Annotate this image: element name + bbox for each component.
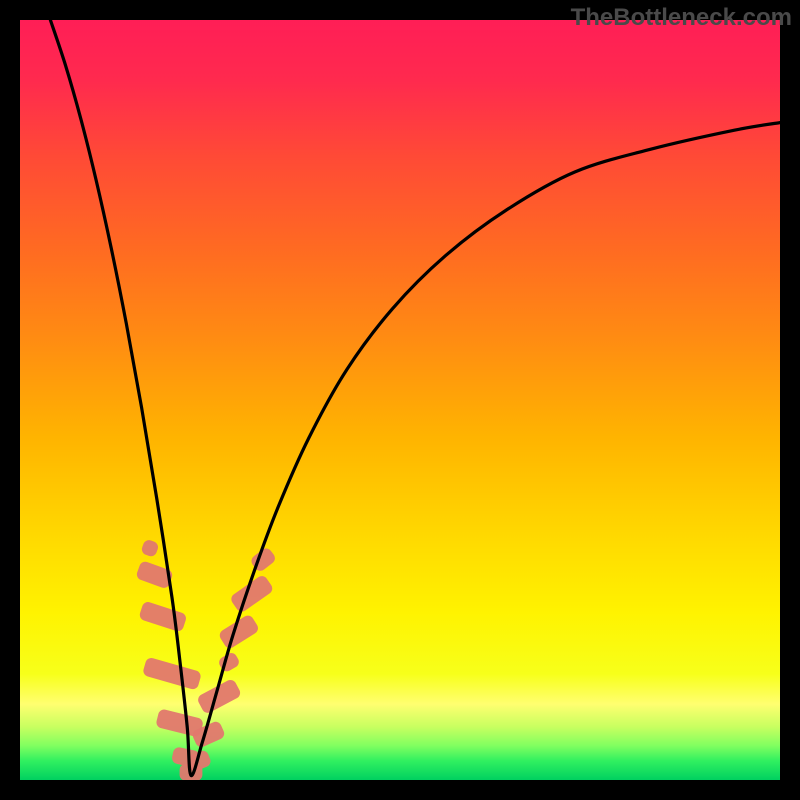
watermark-text: TheBottleneck.com [571,4,792,32]
gradient-background [20,20,780,780]
bottleneck-chart [0,0,800,800]
figure-container: TheBottleneck.com [0,0,800,800]
